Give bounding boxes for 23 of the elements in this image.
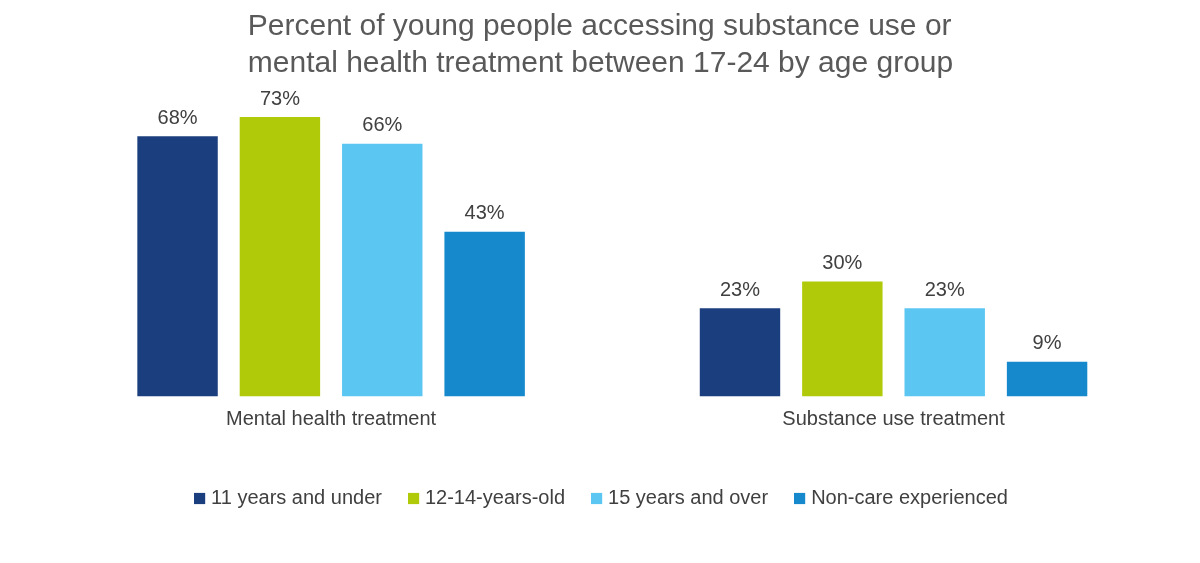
x-tick-label: Mental health treatment xyxy=(226,407,437,430)
data-label: 66% xyxy=(362,113,403,136)
chart-title: Percent of young people accessing substance use or mental health treatment between 17-24 by age group xyxy=(247,7,954,79)
bar xyxy=(802,281,883,397)
bar xyxy=(904,308,985,397)
data-label: 30% xyxy=(822,251,863,274)
legend-label: 12-14-years-old xyxy=(424,486,566,509)
legend-label: 15 years and over xyxy=(608,486,769,509)
bar xyxy=(444,231,525,397)
legend-label: Non-care experienced xyxy=(811,486,1008,509)
x-tick-label: Substance use treatment xyxy=(782,407,1006,430)
bar xyxy=(699,308,781,397)
data-label: 23% xyxy=(924,277,965,300)
data-label: 9% xyxy=(1032,331,1062,354)
data-label: 43% xyxy=(464,201,505,224)
bar xyxy=(239,117,321,397)
data-label: 23% xyxy=(719,277,761,300)
data-label: 68% xyxy=(157,105,198,128)
legend-label: 11 years and under xyxy=(211,486,382,509)
bar xyxy=(1006,361,1088,397)
bar xyxy=(137,136,218,397)
bar xyxy=(342,143,423,397)
data-label: 73% xyxy=(259,86,301,109)
